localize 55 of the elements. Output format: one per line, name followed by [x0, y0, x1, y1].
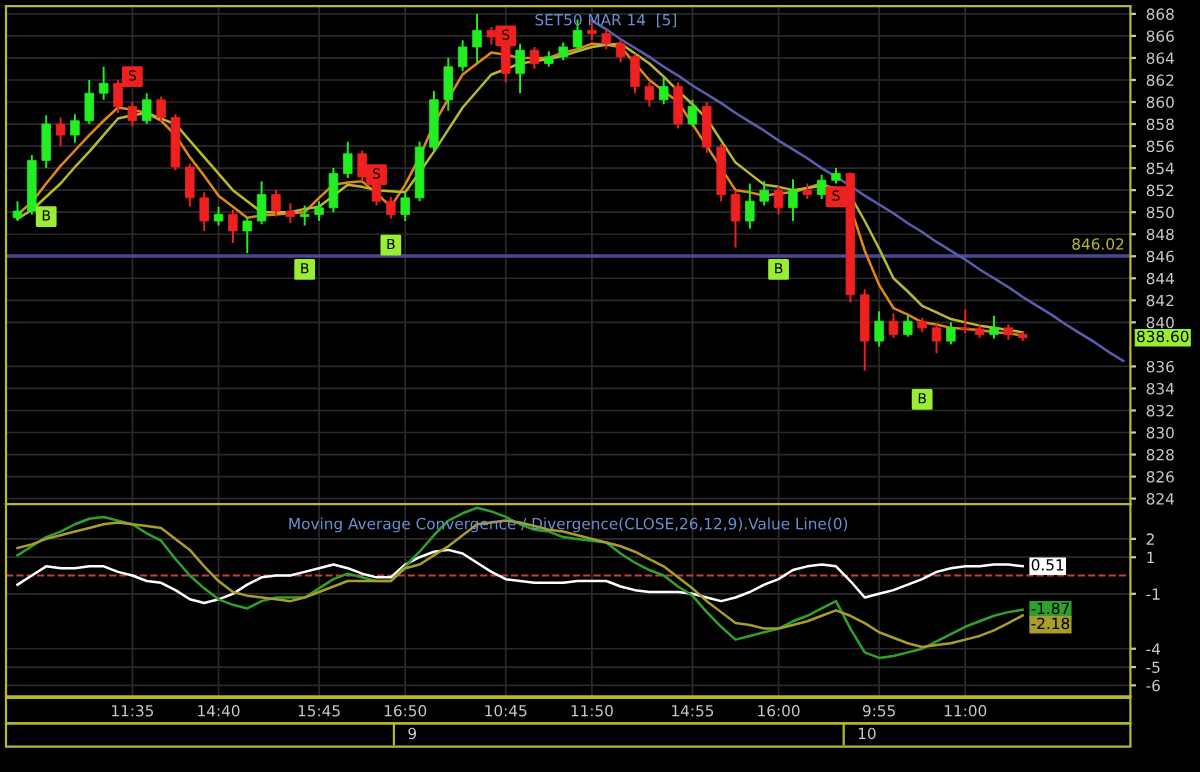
candlestick	[256, 180, 267, 226]
line-series	[16, 506, 1024, 660]
candlestick	[271, 189, 281, 218]
candlestick	[730, 189, 741, 249]
candlestick	[702, 101, 712, 154]
candlestick	[773, 184, 784, 216]
candlestick	[299, 204, 310, 227]
candlestick	[644, 81, 655, 108]
candlestick	[41, 114, 51, 170]
candlestick	[314, 200, 324, 222]
candlestick	[903, 314, 913, 338]
candlestick	[343, 140, 353, 179]
candlestick	[931, 322, 942, 355]
candlestick	[55, 116, 66, 148]
candlestick	[127, 101, 138, 128]
candlestick	[242, 216, 252, 254]
candlestick	[529, 45, 540, 70]
candlestick	[788, 178, 798, 222]
candlestick	[745, 182, 755, 230]
candlestick	[228, 209, 238, 244]
candlestick	[400, 191, 410, 222]
candlestick	[960, 308, 970, 335]
candlestick	[888, 312, 899, 339]
candlestick	[472, 12, 482, 64]
candlestick	[989, 314, 999, 340]
candlestick	[515, 42, 525, 95]
candlestick	[443, 56, 454, 112]
candlestick	[285, 202, 296, 225]
candlestick	[601, 28, 611, 51]
candlestick	[213, 205, 224, 227]
candlestick	[874, 310, 884, 348]
candlestick	[185, 162, 195, 208]
candlestick	[946, 321, 956, 346]
line-series	[16, 519, 1024, 649]
candlestick	[70, 113, 80, 144]
candlestick	[386, 195, 396, 220]
candlestick	[84, 79, 95, 126]
candlestick	[199, 191, 209, 232]
line-series	[16, 548, 1024, 605]
candlestick	[687, 98, 698, 128]
candlestick	[630, 52, 640, 95]
candlestick	[328, 167, 339, 214]
candlestick	[716, 142, 726, 203]
candlestick	[156, 95, 166, 123]
candlestick	[98, 65, 109, 101]
candlestick	[759, 180, 769, 207]
candlestick	[12, 200, 23, 222]
candlestick	[429, 90, 439, 153]
candlestick	[142, 92, 152, 126]
candlestick	[658, 76, 669, 106]
candlestick	[860, 288, 870, 372]
candlestick	[457, 39, 468, 73]
candlestick	[816, 173, 827, 200]
candlestick	[673, 81, 683, 130]
candlestick	[615, 39, 626, 64]
